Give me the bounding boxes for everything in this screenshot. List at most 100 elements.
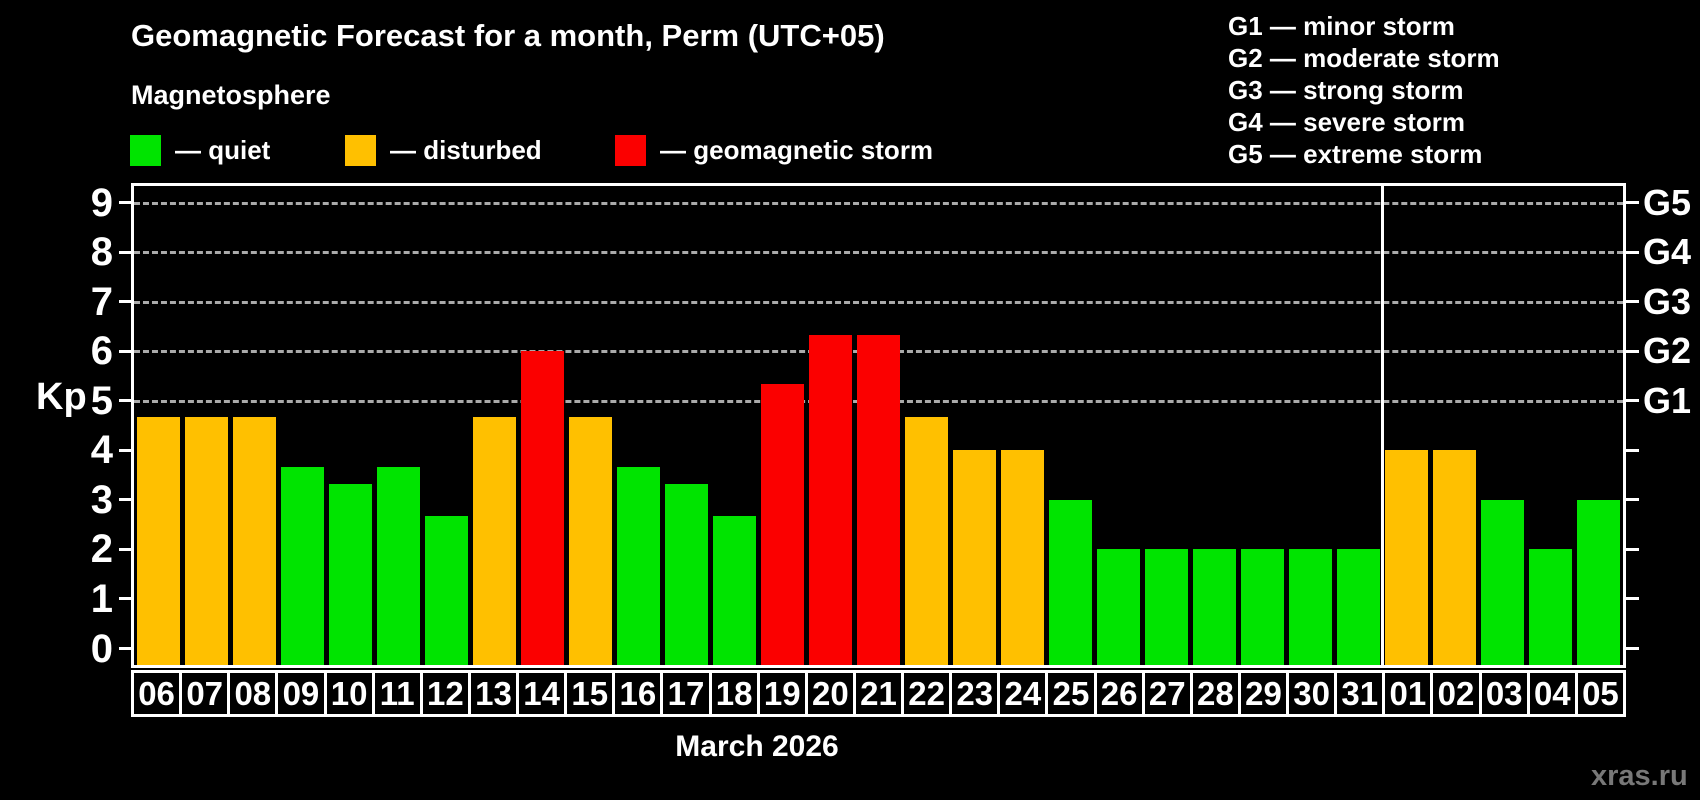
kp-bar-day-15: [568, 417, 612, 665]
day-label-20: 20: [807, 673, 853, 714]
y-axis-tick-label: 3: [90, 477, 113, 522]
kp-bar-day-18: [712, 516, 756, 665]
day-label-07: 07: [182, 673, 228, 714]
y-axis-tick-label: 2: [90, 527, 113, 572]
g-axis-label-G1: G1: [1643, 379, 1692, 421]
kp-bar-day-05: [1577, 499, 1621, 665]
storm-swatch-icon: [615, 135, 646, 166]
watermark: xras.ru: [1591, 760, 1688, 792]
kp-bar-day-19: [760, 384, 804, 665]
y-axis-tick-label: 6: [90, 329, 113, 374]
day-label-24: 24: [1000, 673, 1046, 714]
storm-label: — geomagnetic storm: [660, 135, 934, 165]
kp-gridline: [134, 201, 1623, 205]
kp-bar-day-11: [376, 466, 420, 665]
g-axis-tick: [1626, 448, 1639, 452]
legend-item-quiet: — quiet: [130, 135, 270, 166]
day-label-01: 01: [1385, 673, 1431, 714]
y-axis-tick-label: 8: [90, 230, 113, 275]
g-axis-tick: [1626, 597, 1639, 601]
kp-bar-day-08: [232, 417, 276, 665]
kp-bar-day-16: [616, 466, 660, 665]
g-axis-tick: [1626, 399, 1639, 403]
kp-bar-day-13: [472, 417, 516, 665]
kp-bar-day-31: [1337, 549, 1381, 665]
day-label-18: 18: [711, 673, 757, 714]
y-axis-tick: [119, 498, 131, 502]
legend-item-disturbed: — disturbed: [345, 135, 542, 166]
kp-bar-day-01: [1385, 450, 1429, 665]
kp-bar-day-04: [1529, 549, 1573, 665]
kp-bar-day-20: [808, 334, 852, 665]
kp-bar-day-22: [905, 417, 949, 665]
y-axis-tick: [119, 250, 131, 254]
y-axis-tick: [119, 349, 131, 353]
g-legend-line: G1 — minor storm: [1228, 11, 1455, 41]
day-label-30: 30: [1289, 673, 1335, 714]
legend-item-storm: — geomagnetic storm: [615, 135, 933, 166]
disturbed-swatch-icon: [345, 135, 376, 166]
day-label-03: 03: [1481, 673, 1527, 714]
day-label-19: 19: [759, 673, 805, 714]
day-label-12: 12: [422, 673, 468, 714]
day-label-09: 09: [278, 673, 324, 714]
kp-bar-day-03: [1481, 499, 1525, 665]
quiet-swatch-icon: [130, 135, 161, 166]
day-label-23: 23: [952, 673, 998, 714]
kp-bar-day-26: [1097, 549, 1141, 665]
month-separator-line: [1381, 186, 1385, 665]
day-label-15: 15: [567, 673, 613, 714]
kp-bar-day-30: [1289, 549, 1333, 665]
g-axis-label-G2: G2: [1643, 330, 1692, 372]
day-label-13: 13: [470, 673, 517, 714]
g-axis-label-G5: G5: [1643, 181, 1692, 223]
page-title: Geomagnetic Forecast for a month, Perm (…: [131, 18, 885, 53]
magnetosphere-label: Magnetosphere: [131, 80, 331, 110]
g-axis-tick: [1626, 250, 1639, 254]
kp-bar-day-07: [184, 417, 228, 665]
day-label-22: 22: [904, 673, 950, 714]
day-label-21: 21: [855, 673, 902, 714]
day-label-14: 14: [519, 673, 565, 714]
kp-bar-day-02: [1433, 450, 1477, 665]
day-label-05: 05: [1577, 673, 1623, 714]
y-axis-tick-label: 9: [90, 180, 113, 225]
disturbed-label: — disturbed: [390, 135, 542, 165]
kp-bar-day-27: [1145, 549, 1189, 665]
y-axis-tick: [119, 399, 131, 403]
day-label-27: 27: [1144, 673, 1190, 714]
day-label-31: 31: [1337, 673, 1383, 714]
g-axis-tick: [1626, 349, 1639, 353]
g-axis-label-G4: G4: [1643, 231, 1692, 273]
g-legend-line: G4 — severe storm: [1228, 107, 1466, 137]
day-label-strip: 06 07 08 09 10 11 12 13 14 15 16 17 18 19 20 21 22 23 24 25…: [131, 670, 1626, 717]
day-label-08: 08: [230, 673, 276, 714]
kp-bar-day-23: [953, 450, 997, 665]
kp-bar-day-24: [1001, 450, 1045, 665]
g-axis-tick: [1626, 498, 1639, 502]
g-axis-tick: [1626, 547, 1639, 551]
month-axis-label: March 2026: [675, 730, 839, 763]
g-axis-label-G3: G3: [1643, 280, 1692, 322]
y-axis-tick: [119, 448, 131, 452]
y-axis-tick: [119, 597, 131, 601]
day-label-17: 17: [663, 673, 709, 714]
kp-bar-day-06: [136, 417, 180, 665]
g-legend-line: G3 — strong storm: [1228, 75, 1464, 105]
y-axis-tick: [119, 547, 131, 551]
kp-gridline: [134, 251, 1623, 255]
y-axis-tick-label: 7: [90, 279, 113, 324]
y-axis-tick: [119, 201, 131, 205]
day-label-10: 10: [326, 673, 372, 714]
kp-bar-day-14: [520, 351, 564, 665]
y-axis-tick-label: 1: [90, 576, 113, 621]
day-label-29: 29: [1240, 673, 1287, 714]
day-label-26: 26: [1096, 673, 1142, 714]
day-label-16: 16: [615, 673, 661, 714]
g-axis-tick: [1626, 300, 1639, 304]
g-legend-line: G2 — moderate storm: [1228, 43, 1500, 73]
kp-bar-day-17: [664, 483, 708, 665]
day-label-11: 11: [374, 673, 420, 714]
kp-bar-day-10: [328, 483, 372, 665]
